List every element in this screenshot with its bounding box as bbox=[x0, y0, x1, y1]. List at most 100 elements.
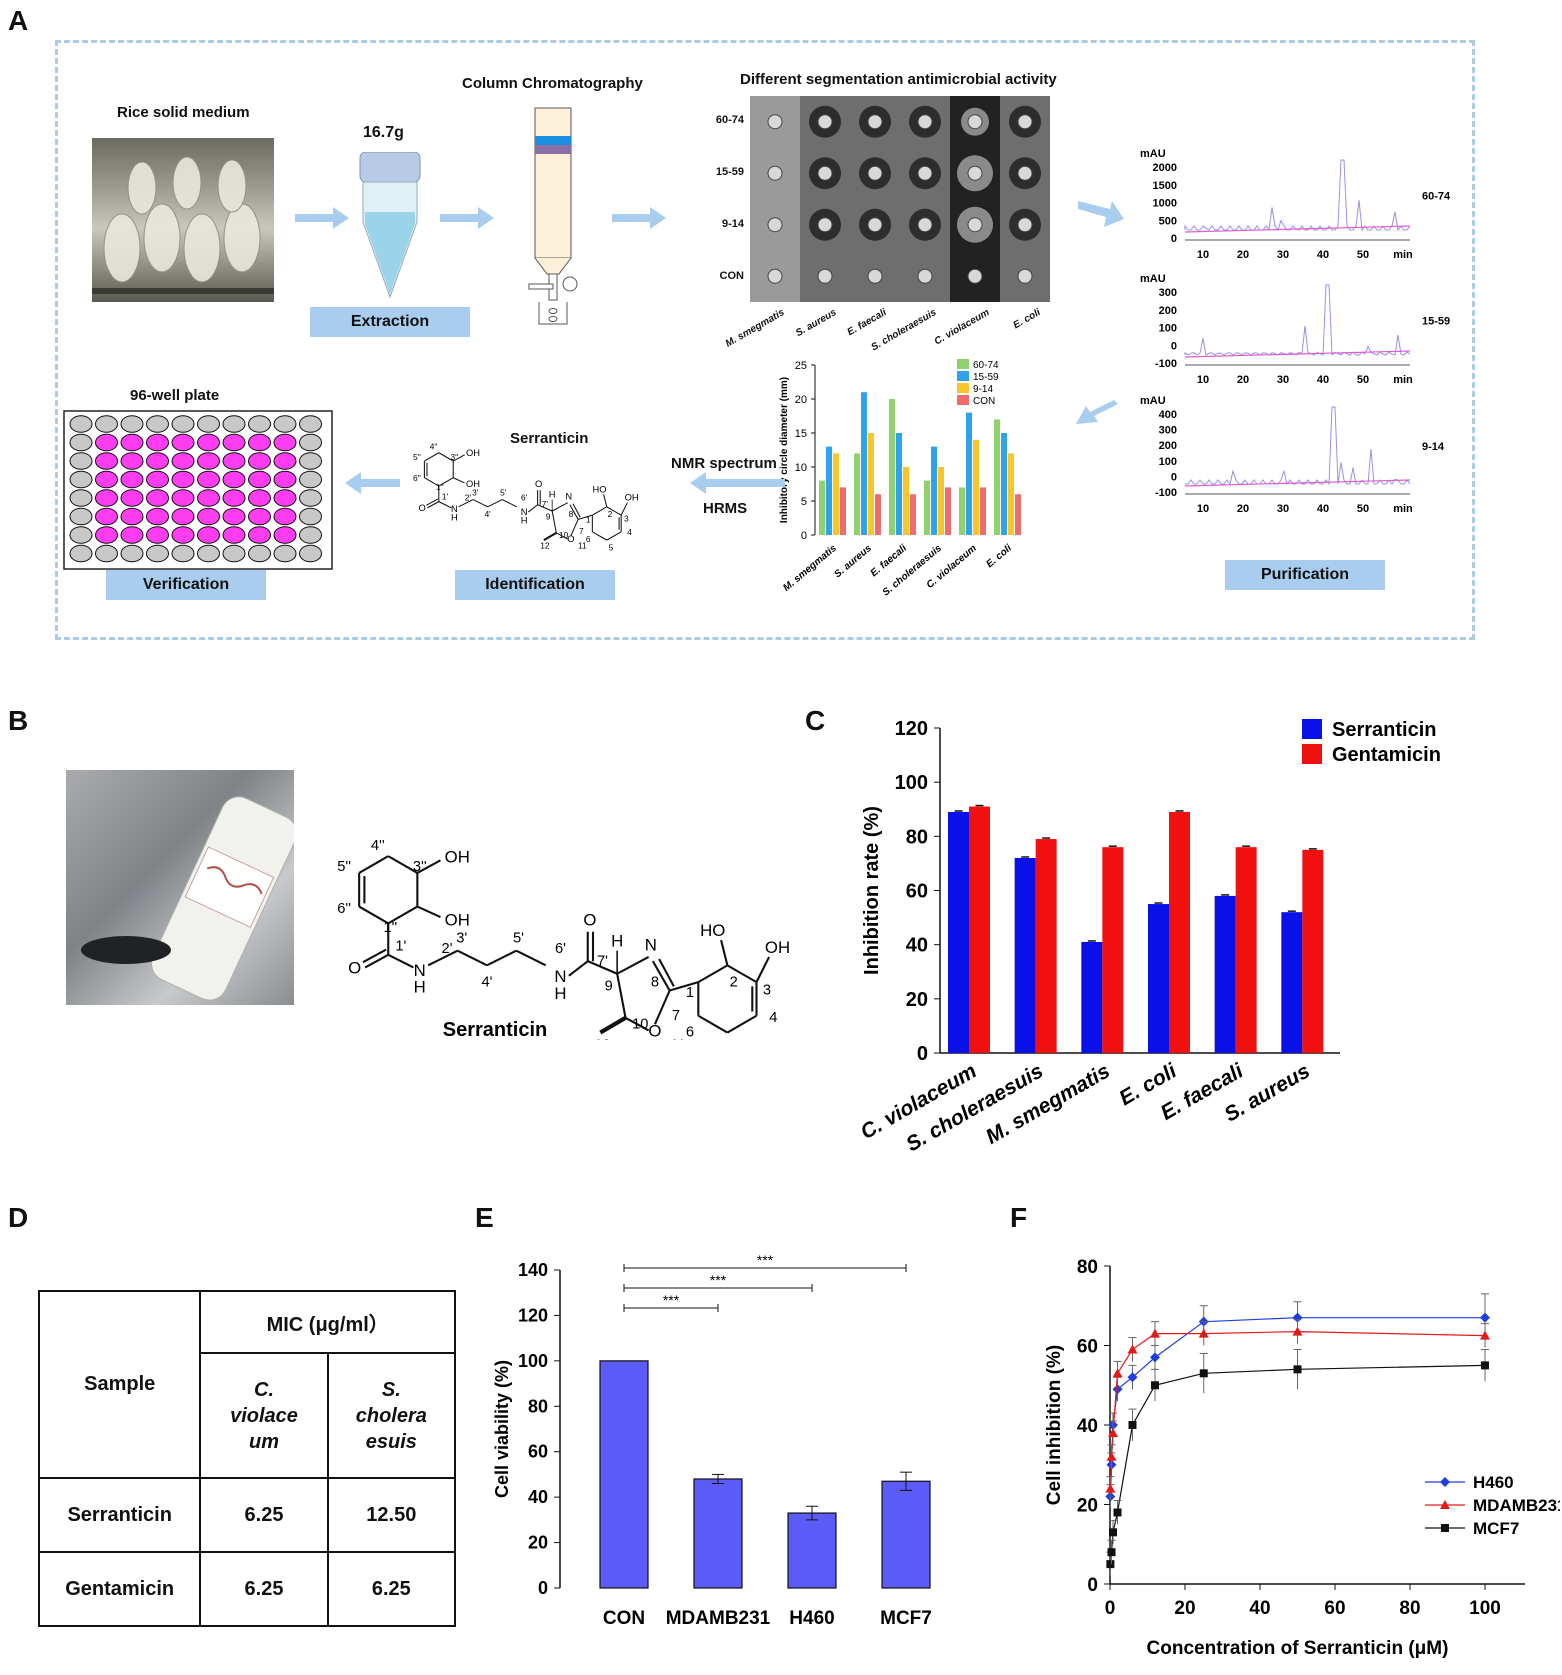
data-point bbox=[1481, 1361, 1489, 1369]
mic-col-text: C. bbox=[201, 1377, 326, 1403]
mic-col-text: violace bbox=[201, 1403, 326, 1429]
atom-label: 10 bbox=[559, 530, 569, 540]
legend-label: Serranticin bbox=[1332, 719, 1436, 741]
legend-swatch bbox=[1302, 719, 1322, 739]
disk-mark bbox=[818, 115, 832, 129]
atom-label: H bbox=[451, 512, 458, 522]
disk-mark bbox=[918, 218, 932, 232]
well bbox=[300, 471, 322, 488]
well bbox=[121, 453, 143, 470]
plate-label: 96-well plate bbox=[130, 387, 219, 404]
atom-label: H bbox=[414, 978, 426, 997]
y-tick-label: 5 bbox=[801, 496, 807, 508]
well bbox=[147, 434, 169, 451]
inhibition-rate-chart: 020406080100120Inhibition rate (%)C. vio… bbox=[830, 705, 1550, 1175]
well bbox=[223, 527, 245, 544]
y-tick-label: 60 bbox=[1077, 1337, 1098, 1358]
significance-label: *** bbox=[663, 1292, 680, 1308]
hplc-ytick: 100 bbox=[1159, 323, 1177, 335]
y-tick-label: 80 bbox=[1077, 1257, 1098, 1278]
bar bbox=[903, 467, 909, 535]
legend-swatch bbox=[957, 383, 969, 393]
identification-box: Identification bbox=[455, 570, 615, 600]
well bbox=[223, 434, 245, 451]
well bbox=[274, 434, 296, 451]
y-tick-label: 25 bbox=[795, 360, 807, 372]
atom-label: 3' bbox=[472, 487, 479, 497]
bond bbox=[516, 951, 545, 966]
hplc-xtick: min bbox=[1393, 374, 1413, 386]
data-point bbox=[1441, 1524, 1449, 1532]
well bbox=[249, 416, 271, 433]
hplc-xtick: min bbox=[1393, 249, 1413, 261]
y-tick-label: 140 bbox=[518, 1260, 548, 1280]
bond bbox=[544, 533, 556, 540]
mass-label: 16.7g bbox=[363, 124, 404, 142]
y-tick-label: 120 bbox=[518, 1305, 548, 1325]
well bbox=[172, 416, 194, 433]
serranticin-structure: OHOHO NHNHOH NOHOOH4''5''6''3''1''1' 2'3'4'… bbox=[320, 790, 820, 1040]
verification-box: Verification bbox=[106, 570, 266, 600]
bar bbox=[1081, 942, 1102, 1053]
well bbox=[96, 527, 118, 544]
hplc-xtick: 20 bbox=[1237, 249, 1249, 261]
bar bbox=[959, 487, 965, 535]
y-tick-label: 60 bbox=[528, 1442, 548, 1462]
disk-mark bbox=[918, 115, 932, 129]
hplc-ytick: 200 bbox=[1159, 305, 1177, 317]
bar bbox=[600, 1361, 648, 1588]
atom-label: 7' bbox=[597, 953, 608, 969]
x-tick-label: 60 bbox=[1324, 1598, 1345, 1619]
y-tick-label: 80 bbox=[528, 1396, 548, 1416]
legend-swatch bbox=[957, 371, 969, 381]
bond bbox=[427, 502, 438, 508]
well bbox=[147, 545, 169, 562]
bar bbox=[948, 812, 969, 1053]
mic-col-text: S. bbox=[329, 1377, 454, 1403]
well bbox=[274, 508, 296, 525]
atom-label: O bbox=[419, 503, 426, 513]
disk-mark bbox=[1018, 166, 1032, 180]
x-tick-label: MCF7 bbox=[880, 1608, 932, 1629]
bar bbox=[969, 807, 990, 1053]
y-tick-label: 60 bbox=[906, 881, 928, 903]
atom-label: 3'' bbox=[450, 452, 458, 462]
well bbox=[172, 490, 194, 507]
atom-label: 2' bbox=[442, 941, 453, 957]
bar bbox=[882, 1481, 930, 1588]
y-tick-label: 40 bbox=[1077, 1416, 1098, 1437]
atom-label: 2 bbox=[730, 974, 738, 990]
bar bbox=[1215, 896, 1236, 1053]
y-tick-label: 0 bbox=[801, 530, 807, 542]
atom-label: O bbox=[567, 534, 574, 544]
atom-label: 5' bbox=[500, 487, 507, 497]
legend-swatch bbox=[1302, 744, 1322, 764]
well bbox=[172, 471, 194, 488]
hplc-ytick: 0 bbox=[1171, 340, 1177, 352]
data-point bbox=[1113, 1368, 1123, 1377]
bar bbox=[868, 433, 874, 535]
well bbox=[70, 508, 92, 525]
disk-mark bbox=[818, 218, 832, 232]
atom-label: 8 bbox=[651, 974, 659, 990]
atom-label: OH bbox=[466, 448, 480, 458]
y-tick-label: 100 bbox=[518, 1351, 548, 1371]
atom-label: 7' bbox=[542, 499, 549, 509]
atom-label: 7 bbox=[579, 526, 584, 536]
panel-label-f: F bbox=[1010, 1202, 1027, 1234]
x-tick-label: CON bbox=[603, 1608, 645, 1629]
y-axis-label: Inhibitory circle diameter (mm) bbox=[779, 377, 790, 523]
legend-label: H460 bbox=[1473, 1473, 1514, 1492]
disk-mark bbox=[768, 166, 782, 180]
bond bbox=[659, 959, 674, 986]
bar bbox=[973, 440, 979, 535]
arrow-icon bbox=[612, 205, 667, 231]
y-axis-label: Inhibition rate (%) bbox=[861, 806, 883, 975]
panel-label-d: D bbox=[8, 1202, 28, 1234]
hplc-xtick: 50 bbox=[1357, 503, 1369, 515]
zone-row-label: 60-74 bbox=[716, 114, 744, 126]
atom-label: OH bbox=[445, 910, 470, 929]
well bbox=[249, 545, 271, 562]
hplc-fraction-label: 15-59 bbox=[1422, 316, 1450, 328]
well bbox=[96, 508, 118, 525]
